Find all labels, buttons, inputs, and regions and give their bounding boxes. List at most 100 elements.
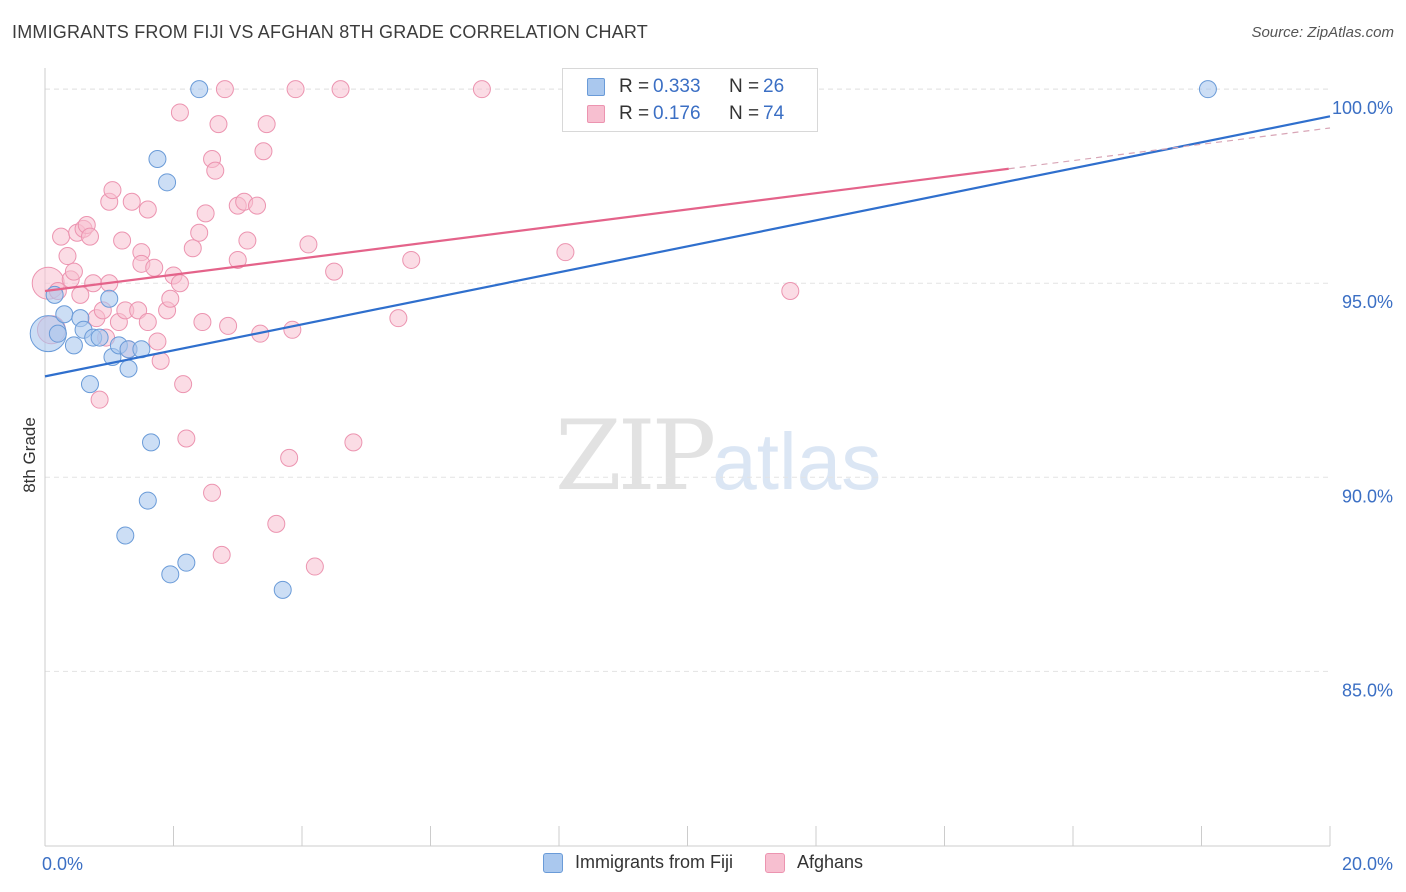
fiji-point xyxy=(273,580,292,599)
afghan-point xyxy=(174,375,193,394)
afghan-point xyxy=(148,332,167,351)
fiji-point xyxy=(64,336,83,355)
afghan-point xyxy=(344,433,363,452)
fiji-point xyxy=(158,173,177,192)
y-tick-label: 95.0% xyxy=(1342,292,1393,312)
afghan-trend-line xyxy=(44,167,1009,293)
afghan-point xyxy=(267,514,286,533)
legend-swatch-fiji xyxy=(587,78,605,96)
legend-n-value-afghan: 74 xyxy=(763,103,785,124)
afghan-point xyxy=(64,262,83,281)
afghan-point xyxy=(193,313,212,332)
legend-n-label: N = xyxy=(729,76,760,97)
afghan-point xyxy=(190,223,209,242)
afghan-point xyxy=(58,247,77,266)
fiji-point xyxy=(80,375,99,394)
fiji-point xyxy=(90,328,109,347)
fiji-point xyxy=(142,433,161,452)
afghan-point xyxy=(283,320,302,339)
afghan-point xyxy=(113,231,132,250)
afghan-point xyxy=(781,281,800,300)
y-tick-label: 90.0% xyxy=(1342,486,1393,506)
fiji-point xyxy=(161,565,180,584)
x-tick-label: 20.0% xyxy=(1342,854,1393,874)
legend-r-value-fiji: 0.333 xyxy=(653,76,701,97)
afghan-point xyxy=(228,250,247,269)
x-tick-label: 0.0% xyxy=(42,854,83,874)
fiji-trend-line xyxy=(44,115,1331,378)
afghan-point xyxy=(325,262,344,281)
afghan-point xyxy=(209,115,228,134)
watermark-zip: ZIP xyxy=(555,400,716,512)
chart-title: IMMIGRANTS FROM FIJI VS AFGHAN 8TH GRADE… xyxy=(12,22,648,42)
chart-source: Source: ZipAtlas.com xyxy=(1251,24,1394,41)
afghan-point xyxy=(299,235,318,254)
afghan-point xyxy=(215,80,234,99)
afghan-point xyxy=(183,239,202,258)
afghan-point xyxy=(248,196,267,215)
legend-r-value-afghan: 0.176 xyxy=(653,103,701,124)
y-tick-label: 85.0% xyxy=(1342,680,1393,700)
fiji-point xyxy=(148,150,167,169)
afghan-point xyxy=(472,80,491,99)
afghan-point xyxy=(254,142,273,161)
afghan-point xyxy=(170,274,189,293)
legend-n-label: N = xyxy=(729,103,760,124)
fiji-point xyxy=(138,491,157,510)
afghan-point xyxy=(103,181,122,200)
y-tick-label: 100.0% xyxy=(1332,98,1393,118)
afghan-point xyxy=(389,309,408,328)
afghan-point xyxy=(145,258,164,277)
afghan-point xyxy=(331,80,350,99)
afghan-point xyxy=(80,227,99,246)
fiji-point xyxy=(1198,80,1217,99)
watermark: ZIPatlas xyxy=(555,400,881,512)
series-legend: Immigrants from Fiji Afghans xyxy=(0,852,1406,873)
afghan-point xyxy=(219,316,238,335)
afghan-trend-extension xyxy=(1008,127,1331,170)
fiji-point xyxy=(177,553,196,572)
afghan-point xyxy=(52,227,71,246)
legend-n-value-fiji: 26 xyxy=(763,76,785,97)
afghan-point xyxy=(238,231,257,250)
afghan-point xyxy=(177,429,196,448)
legend-label-afghan: Afghans xyxy=(796,852,864,872)
afghan-point xyxy=(305,557,324,576)
afghan-point xyxy=(212,545,231,564)
afghan-point xyxy=(90,390,109,409)
stats-legend: R = 0.333 N = 26 R = 0.176 N = 74 xyxy=(562,68,818,132)
afghan-point xyxy=(257,115,276,134)
legend-swatch-fiji xyxy=(542,852,563,873)
afghan-point xyxy=(286,80,305,99)
afghan-point xyxy=(138,313,157,332)
legend-label-fiji: Immigrants from Fiji xyxy=(574,852,733,872)
fiji-point xyxy=(55,305,74,324)
legend-row-afghan: R = 0.176 N = 74 xyxy=(587,102,784,126)
fiji-point xyxy=(48,324,67,343)
legend-item-fiji[interactable]: Immigrants from Fiji xyxy=(542,852,733,873)
afghan-point xyxy=(203,483,222,502)
legend-r-label: R = xyxy=(619,103,650,124)
afghan-point xyxy=(402,250,421,269)
afghan-point xyxy=(196,204,215,223)
afghan-point xyxy=(161,289,180,308)
legend-row-fiji: R = 0.333 N = 26 xyxy=(587,75,784,99)
afghan-point xyxy=(129,301,148,320)
fiji-point xyxy=(119,359,138,378)
afghan-point xyxy=(556,243,575,262)
fiji-point xyxy=(100,289,119,308)
legend-swatch-afghan xyxy=(764,852,785,873)
legend-item-afghan[interactable]: Afghans xyxy=(764,852,864,873)
legend-r-label: R = xyxy=(619,76,650,97)
fiji-point xyxy=(116,526,135,545)
afghan-point xyxy=(170,103,189,122)
afghan-point xyxy=(280,448,299,467)
afghan-point xyxy=(206,161,225,180)
afghan-point xyxy=(122,192,141,211)
afghan-point xyxy=(138,200,157,219)
afghan-point xyxy=(71,285,90,304)
y-axis-label: 8th Grade xyxy=(20,417,39,493)
fiji-point xyxy=(190,80,209,99)
legend-swatch-afghan xyxy=(587,105,605,123)
